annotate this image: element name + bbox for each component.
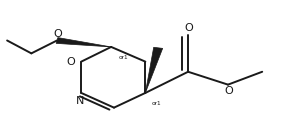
- Text: N: N: [76, 96, 85, 106]
- Polygon shape: [145, 47, 163, 93]
- Polygon shape: [56, 38, 111, 47]
- Text: O: O: [66, 57, 75, 67]
- Text: O: O: [184, 23, 193, 33]
- Text: O: O: [224, 86, 233, 96]
- Text: or1: or1: [152, 101, 161, 106]
- Text: or1: or1: [118, 55, 128, 59]
- Text: O: O: [53, 29, 62, 39]
